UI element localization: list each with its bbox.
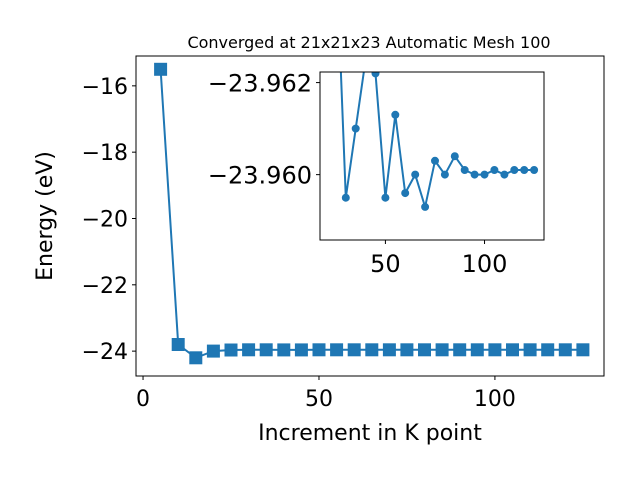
inset-x-tick-label: 100	[462, 250, 508, 278]
main-data-point	[382, 343, 396, 357]
main-plot-frame	[135, 55, 605, 377]
chart-title: Converged at 21x21x23 Automatic Mesh 100	[187, 33, 550, 52]
inset-data-point	[520, 166, 529, 174]
inset-data-point	[351, 124, 360, 133]
inset-data-point	[381, 193, 390, 202]
inset-data-point	[371, 72, 380, 78]
inset-data-point	[450, 152, 459, 161]
main-data-point	[470, 343, 484, 357]
inset-data-point	[391, 110, 400, 119]
main-data-point	[365, 343, 379, 357]
main-data-point	[224, 343, 238, 357]
inset-data-point	[480, 170, 489, 179]
main-chart: Converged at 21x21x23 Automatic Mesh 100…	[33, 33, 605, 446]
main-data-point	[330, 343, 344, 357]
main-data-point	[418, 343, 431, 357]
x-axis-label: Increment in K point	[258, 421, 482, 446]
inset-background	[320, 72, 544, 240]
main-data-point	[400, 343, 414, 357]
main-y-tick-label: −16	[82, 75, 128, 100]
main-data-point	[277, 343, 291, 357]
inset-y-ticks: −23.962 −23.960	[208, 70, 320, 190]
main-data-point	[488, 343, 502, 357]
y-axis-label: Energy (eV)	[33, 151, 58, 281]
inset-plot-frame	[319, 71, 545, 241]
main-x-tick-label: 100	[474, 387, 516, 412]
inset-y-tick-label: −23.962	[208, 70, 312, 98]
main-data-point	[154, 62, 168, 76]
inset-data-point	[530, 166, 539, 174]
inset-data-point	[411, 170, 420, 179]
inset-plot-area	[339, 56, 539, 211]
main-data-point	[242, 343, 256, 357]
inset-data-point	[510, 166, 519, 174]
inset-data-point	[341, 193, 350, 202]
main-data-point	[435, 343, 449, 357]
inset-y-tick-label: −23.960	[208, 162, 312, 190]
main-data-point	[312, 343, 326, 357]
inset-data-point	[431, 156, 439, 165]
main-y-ticks: −24 −22 −20 −18 −16	[82, 75, 136, 365]
main-y-tick-label: −22	[82, 274, 128, 299]
main-data-point	[453, 343, 467, 357]
inset-data-point	[500, 170, 509, 179]
inset-data-point	[421, 202, 430, 211]
inset-x-tick-label: 50	[370, 250, 401, 278]
main-data-point	[523, 343, 537, 357]
main-x-ticks: 0 50 100	[136, 376, 516, 412]
inset-data-point	[470, 170, 479, 179]
inset-chart: 50 100 −23.962 −23.960	[208, 56, 545, 278]
main-x-tick-label: 0	[136, 387, 150, 412]
inset-x-ticks: 50 100	[370, 240, 507, 278]
main-data-point	[294, 343, 308, 357]
inset-data-point	[460, 166, 469, 174]
main-x-tick-label: 50	[305, 387, 333, 412]
main-data-point	[206, 344, 220, 358]
main-data-point	[576, 343, 590, 357]
main-data-point	[506, 343, 519, 357]
main-y-tick-label: −24	[82, 340, 128, 365]
main-data-point	[558, 343, 572, 357]
main-y-tick-label: −18	[82, 141, 128, 166]
main-data-point	[347, 343, 361, 357]
main-plot-area	[154, 62, 590, 365]
main-data-point	[541, 343, 555, 357]
inset-data-point	[490, 166, 499, 174]
main-data-point	[171, 338, 185, 351]
main-data-point	[259, 343, 273, 357]
inset-data-point	[401, 189, 410, 198]
main-y-tick-label: −20	[82, 207, 128, 232]
inset-data-point	[440, 170, 449, 179]
inset-data-point	[362, 56, 369, 63]
main-data-point	[189, 351, 203, 365]
